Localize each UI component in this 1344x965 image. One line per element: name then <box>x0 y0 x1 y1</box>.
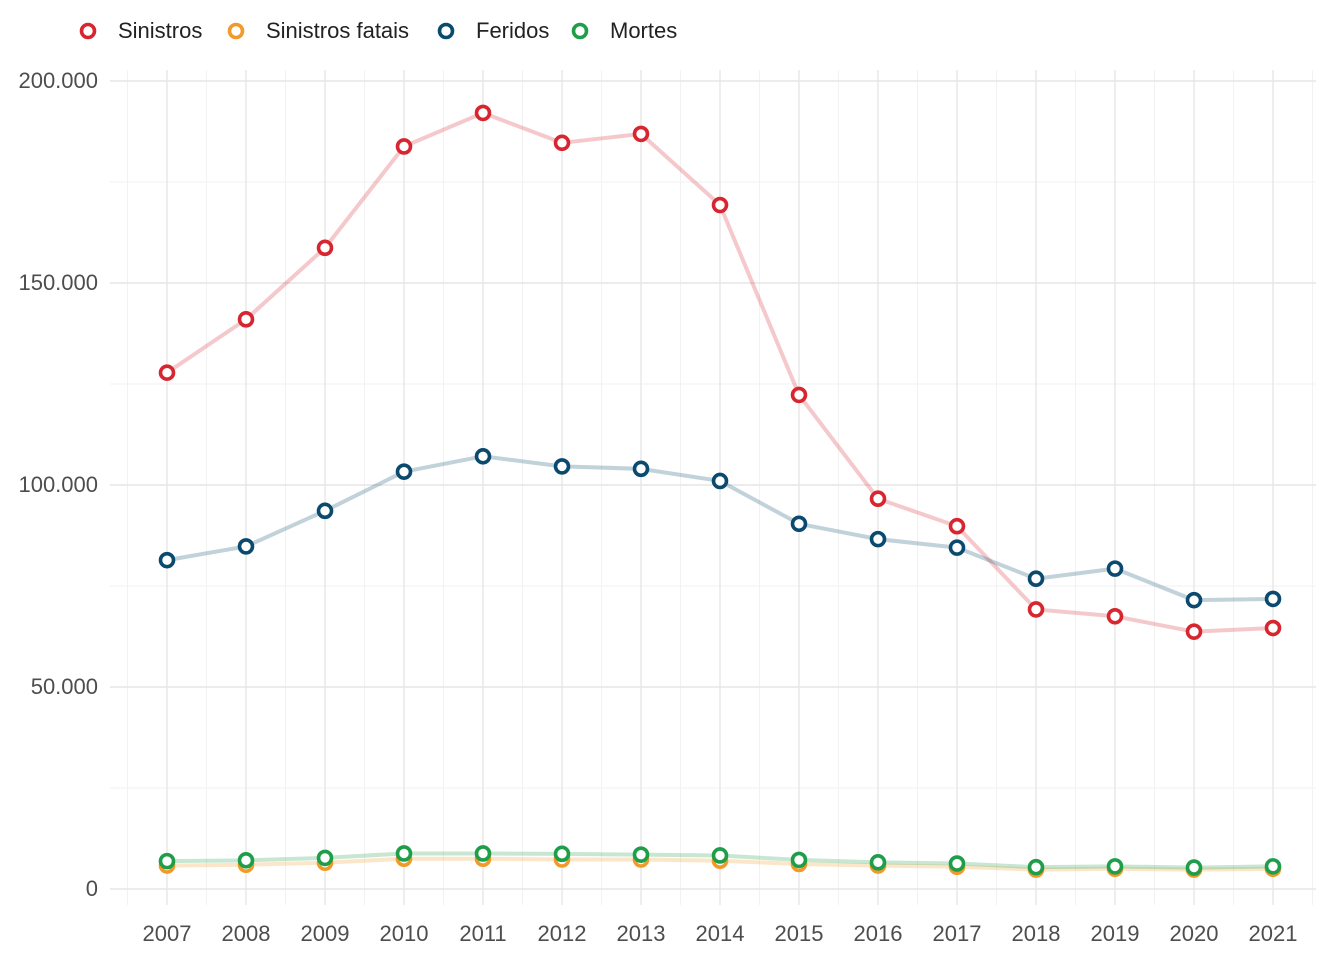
data-point <box>1106 560 1124 577</box>
data-point <box>1185 591 1203 609</box>
data-point <box>632 125 650 143</box>
data-point <box>553 845 571 863</box>
data-point <box>316 849 334 867</box>
data-point <box>1027 858 1045 876</box>
data-point <box>711 847 729 864</box>
y-tick-label: 200.000 <box>18 68 98 93</box>
x-tick-label: 2014 <box>696 921 745 946</box>
data-point <box>1264 619 1282 637</box>
data-point <box>948 539 966 556</box>
x-tick-label: 2010 <box>380 921 429 946</box>
data-point <box>1106 858 1124 875</box>
data-point <box>1264 858 1282 875</box>
data-point <box>1264 590 1282 608</box>
data-point <box>395 845 413 862</box>
data-point <box>237 852 255 869</box>
data-point <box>395 138 413 155</box>
data-point <box>869 530 887 548</box>
legend-label: Sinistros <box>118 18 202 43</box>
x-tick-label: 2016 <box>854 921 903 946</box>
data-point <box>790 515 808 533</box>
legend-key <box>79 22 97 40</box>
data-point <box>1185 623 1203 640</box>
legend: Sinistros Sinistros fatais Feridos Mortes <box>79 18 677 43</box>
data-point <box>474 104 492 122</box>
y-tick-label: 100.000 <box>18 472 98 497</box>
x-tick-label: 2020 <box>1170 921 1219 946</box>
data-point <box>158 852 176 870</box>
data-point <box>948 517 966 535</box>
axis-layer: 0 50.000 100.000 150.000 200.000 2007 2008 2009… <box>18 68 1297 946</box>
data-point <box>711 196 729 214</box>
data-point <box>869 854 887 871</box>
x-tick-label: 2008 <box>222 921 271 946</box>
data-point <box>316 502 334 520</box>
data-point <box>948 855 966 872</box>
data-point <box>553 458 571 475</box>
data-point <box>1185 859 1203 876</box>
grid-layer <box>110 70 1316 905</box>
x-tick-label: 2011 <box>459 921 506 946</box>
points-layer <box>158 104 1282 878</box>
x-tick-label: 2012 <box>538 921 587 946</box>
legend-label: Feridos <box>476 18 549 43</box>
data-point <box>237 538 255 555</box>
data-point <box>474 845 492 862</box>
data-point <box>711 472 729 490</box>
x-tick-label: 2018 <box>1012 921 1061 946</box>
data-point <box>237 311 255 328</box>
data-point <box>1027 570 1045 588</box>
data-point <box>632 460 650 478</box>
legend-label: Mortes <box>610 18 677 43</box>
x-tick-label: 2017 <box>933 921 982 946</box>
x-tick-label: 2015 <box>775 921 824 946</box>
data-point <box>395 463 413 480</box>
data-point <box>316 239 334 257</box>
x-tick-label: 2009 <box>301 921 350 946</box>
data-point <box>790 386 808 404</box>
legend-key <box>437 22 455 40</box>
data-point <box>869 490 887 508</box>
data-point <box>632 846 650 863</box>
x-tick-label: 2021 <box>1249 921 1298 946</box>
y-tick-label: 0 <box>86 876 98 901</box>
data-point <box>1106 607 1124 625</box>
y-tick-label: 50.000 <box>31 674 98 699</box>
data-point <box>1027 601 1045 618</box>
data-point <box>553 134 571 152</box>
data-point <box>158 364 176 381</box>
legend-label: Sinistros fatais <box>266 18 409 43</box>
data-point <box>158 551 176 569</box>
x-tick-label: 2007 <box>143 921 192 946</box>
x-tick-label: 2019 <box>1091 921 1140 946</box>
data-point <box>790 851 808 869</box>
x-tick-label: 2013 <box>617 921 666 946</box>
legend-key <box>227 22 245 40</box>
y-tick-label: 150.000 <box>18 270 98 295</box>
legend-key <box>571 22 589 40</box>
data-point <box>474 448 492 465</box>
